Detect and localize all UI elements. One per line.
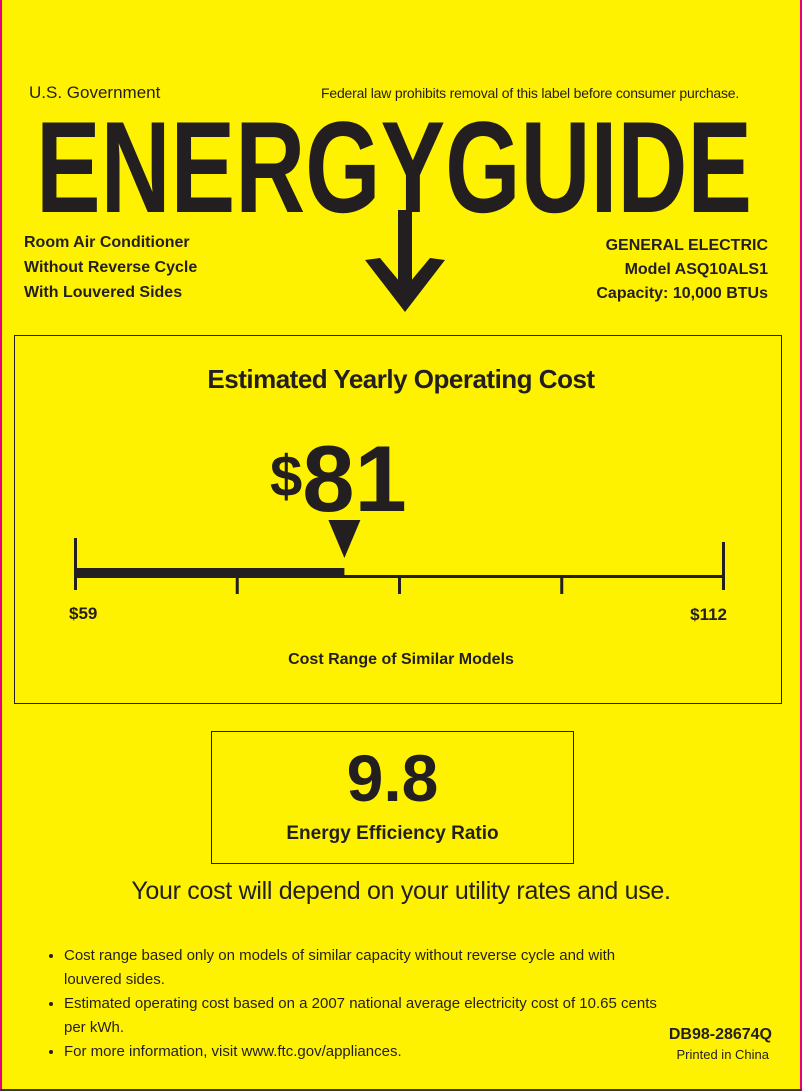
down-arrow-icon (365, 210, 445, 312)
eer-value: 9.8 (346, 741, 439, 815)
label-edge-bottom (0, 1089, 802, 1091)
currency-symbol: $ (270, 444, 303, 509)
notes-list: Cost range based only on models of simil… (44, 944, 664, 1064)
efficiency-box (211, 731, 574, 864)
appliance-cycle: Without Reverse Cycle (24, 259, 198, 276)
government-text: U.S. Government (29, 83, 161, 102)
appliance-sides: With Louvered Sides (24, 284, 183, 301)
yearly-cost: $81 (270, 425, 407, 533)
removal-notice: Federal law prohibits removal of this la… (321, 85, 740, 101)
cost-heading: Estimated Yearly Operating Cost (207, 364, 595, 394)
label-edge-left (0, 0, 2, 1091)
appliance-type: Room Air Conditioner (24, 234, 190, 251)
printed-in: Printed in China (676, 1047, 770, 1062)
energyguide-title: ENERGYGUIDE (36, 112, 752, 222)
range-max-label: $112 (690, 605, 727, 624)
eer-label: Energy Efficiency Ratio (286, 823, 499, 844)
label-code: DB98-28674Q (668, 1026, 772, 1043)
range-min-label: $59 (69, 604, 98, 623)
capacity: Capacity: 10,000 BTUs (596, 285, 768, 302)
label-edge-right (800, 0, 802, 1091)
brand-name: GENERAL ELECTRIC (605, 237, 768, 254)
range-caption: Cost Range of Similar Models (288, 651, 514, 668)
cost-value: 81 (302, 426, 407, 531)
operating-cost-box (14, 335, 782, 704)
disclaimer: Your cost will depend on your utility ra… (131, 877, 671, 905)
energyguide-logo: ENERGYGUIDE (36, 112, 752, 222)
model-number: Model ASQ10ALS1 (624, 261, 768, 278)
note-item: Estimated operating cost based on a 2007… (64, 992, 664, 1040)
note-text: For more information, visit www.ftc.gov/… (64, 1043, 402, 1060)
note-item: For more information, visit www.ftc.gov/… (64, 1040, 664, 1064)
note-item: Cost range based only on models of simil… (64, 944, 664, 992)
